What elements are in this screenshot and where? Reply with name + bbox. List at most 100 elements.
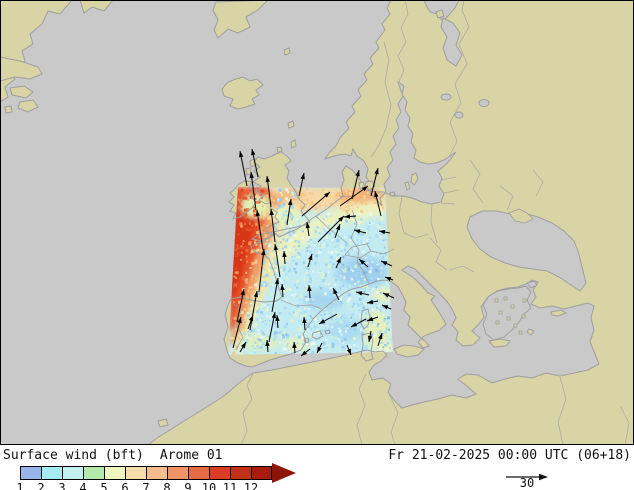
gotland [410,172,419,186]
wind-arrow [317,215,345,243]
wind-arrow [332,287,340,301]
model-label: Arome 01 [159,448,223,463]
wind-arrow [280,283,285,298]
colorbar-tick-label: 9 [184,481,192,490]
wind-arrow [258,248,266,293]
wind-arrow [343,214,357,219]
kolguev-island [435,9,445,19]
wind-arrow [346,344,352,356]
shetland [290,139,297,149]
wind-arrow [305,221,311,237]
wind-arrow [282,250,287,265]
colorbar-tick-label: 10 [201,481,217,490]
wind-arrow [275,314,280,329]
wind-arrow [366,299,379,305]
greenland-coast-3 [212,0,269,39]
legend-title: Surface wind (bft) Arome 01 [3,448,223,463]
wind-arrow [255,209,264,251]
colorbar-tick-label: 1 [16,481,24,490]
wind-speed-field [228,187,393,355]
wind-arrow [249,290,259,331]
reference-arrow-icon [505,467,549,481]
wind-arrow [249,171,257,211]
wind-arrow [301,191,331,217]
wind-arrow [265,175,272,208]
wind-arrow [350,318,367,328]
wind-arrow [380,260,393,267]
greenland-islands [0,56,43,114]
colorbar-tick-label: 8 [163,481,171,490]
wind-arrow [334,223,341,239]
wind-arrow [273,243,281,278]
wind-arrow [298,172,305,197]
wind-arrow [300,348,311,357]
colorbar-cell [41,466,62,480]
colorbar-tick-label: 11 [222,481,238,490]
oland [404,181,411,191]
crimea [508,208,534,224]
colorbar-cell [62,466,83,480]
colorbar-cell [188,466,209,480]
colorbar-tick-label: 2 [37,481,45,490]
iceland [221,76,264,110]
landmasses [0,0,634,446]
colorbar-cell [230,466,251,480]
wind-arrow [353,229,367,234]
reference-arrow-value: 30 [519,476,535,490]
greenland-coast [0,0,73,103]
white-sea [440,17,463,67]
colorbar-cell [167,466,188,480]
lake-onega [454,111,464,119]
wind-arrow [307,284,312,299]
wind-arrow [377,332,383,347]
colorbar-tick-label: 3 [58,481,66,490]
rhodes [526,328,535,336]
colorbar-cell [209,466,230,480]
wind-arrow [374,190,382,217]
colorbar-tick-label: 6 [121,481,129,490]
wind-arrow [366,316,379,322]
wind-arrow [251,148,259,178]
wind-arrow [302,316,307,331]
colorbar-tick-label: 12 [243,481,259,490]
wind-arrow [381,304,392,310]
jan-mayen [283,47,291,56]
parameter-label: Surface wind (bft) [3,448,144,463]
colorbar-cell [104,466,125,480]
wind-arrow [292,341,297,354]
wind-arrow [351,169,360,200]
greenland-coast-2 [79,0,114,14]
wind-arrow [271,277,280,313]
wind-arrow [355,291,370,296]
wind-arrow [247,314,254,330]
sea-of-marmara [526,280,538,289]
wind-arrow [239,150,248,187]
wind-arrow [236,288,245,323]
wind-arrow [286,198,293,226]
cyprus [550,309,568,317]
madeira [157,418,169,428]
faroe-islands [287,120,295,129]
wind-arrow [382,292,395,299]
wind-arrow [384,276,394,282]
wind-arrow [367,330,373,343]
wind-arrow [335,256,342,269]
valid-time-label: Fr 21-02-2025 00:00 UTC (06+18) [388,448,631,463]
colorbar-cell [146,466,167,480]
wind-arrows [232,148,395,357]
colorbar-cell [20,466,41,480]
europe-wind-map [0,0,634,446]
lake-ladoga [440,93,452,101]
wind-arrow [316,342,323,354]
aegean-islands [494,208,534,335]
wind-arrow [339,185,369,207]
beaufort-colorbar [20,466,272,480]
colorbar-cell [251,466,272,480]
field-region-yellow-fringe [231,204,292,352]
lake-peipus [478,99,490,107]
crete [488,338,511,348]
colorbar-tick-label: 4 [79,481,87,490]
colorbar-cell [125,466,146,480]
wind-arrow [358,258,369,268]
